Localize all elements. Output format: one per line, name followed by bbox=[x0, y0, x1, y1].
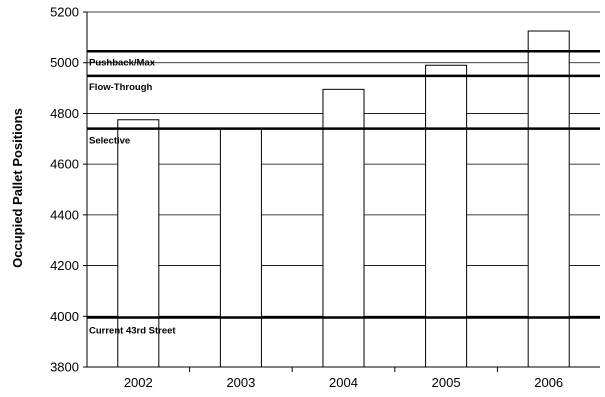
axes: 3800 4000 4200 4400 4600 4800 5000 5200 2002 2003… bbox=[50, 5, 600, 390]
x-tick-label: 2002 bbox=[124, 375, 153, 390]
bar bbox=[527, 30, 570, 368]
y-tick-label: 4800 bbox=[50, 106, 79, 121]
reference-line-label: Flow-Through bbox=[89, 82, 153, 93]
reference-line-label: Selective bbox=[89, 136, 130, 147]
x-tick-label: 2006 bbox=[534, 375, 563, 390]
x-tick-label: 2004 bbox=[329, 375, 358, 390]
reference-line-label: Pushback/Max bbox=[89, 57, 156, 68]
y-tick-label: 5200 bbox=[50, 5, 79, 20]
reference-lines: Pushback/Max Flow-Through Selective Current… bbox=[87, 50, 600, 337]
y-tick-label: 4400 bbox=[50, 207, 79, 222]
bar bbox=[322, 88, 365, 368]
bar bbox=[219, 128, 262, 368]
bar bbox=[425, 64, 468, 368]
y-axis-label: Occupied Pallet Positions bbox=[10, 108, 25, 268]
reference-line-label: Current 43rd Street bbox=[89, 326, 176, 337]
x-tick-label: 2003 bbox=[226, 375, 255, 390]
y-tick-label: 4200 bbox=[50, 258, 79, 273]
y-tick-label: 4600 bbox=[50, 157, 79, 172]
y-tick-label: 4000 bbox=[50, 309, 79, 324]
y-tick-label: 3800 bbox=[50, 360, 79, 375]
x-tick-label: 2005 bbox=[432, 375, 461, 390]
y-tick-label: 5000 bbox=[50, 55, 79, 70]
